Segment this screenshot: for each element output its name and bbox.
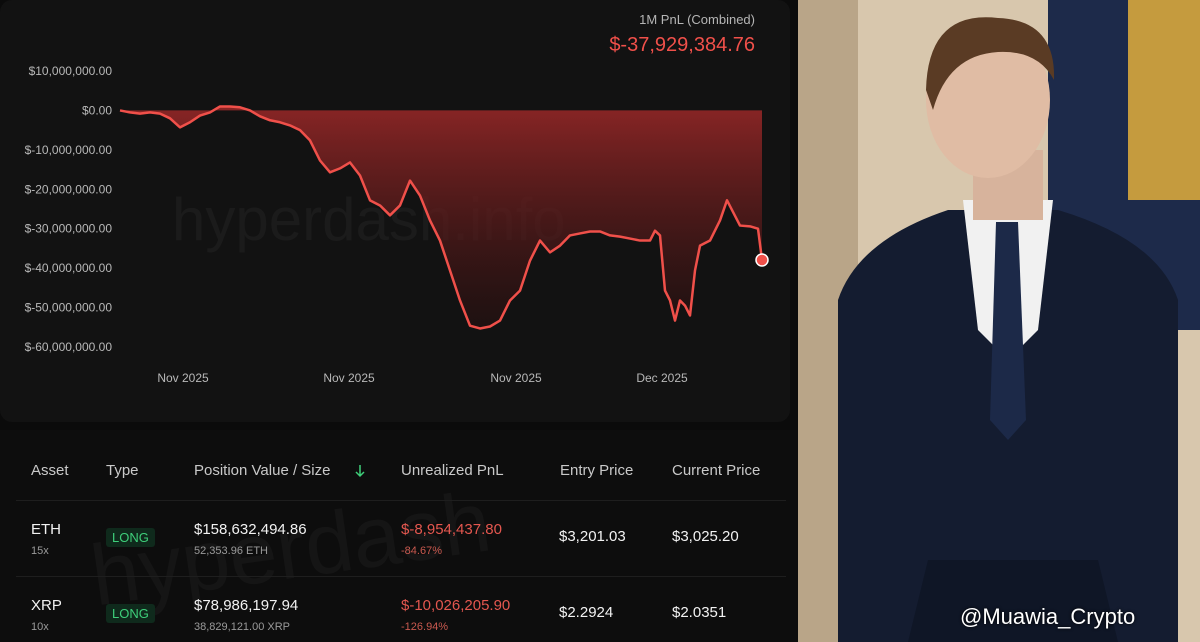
positions-table: hyperdash Asset Type Position Value / Si… <box>0 430 798 642</box>
entry-price: $3,201.03 <box>559 528 626 545</box>
position-value: $78,986,197.94 <box>194 597 299 614</box>
y-tick-label: $-10,000,000.00 <box>25 143 113 157</box>
y-tick-label: $0.00 <box>82 103 112 117</box>
sort-icon[interactable] <box>354 464 366 478</box>
unrealized-pnl-pct: -84.67% <box>401 545 442 557</box>
asset: XRP <box>31 597 62 614</box>
x-tick-label: Dec 2025 <box>636 371 688 385</box>
line <box>119 105 764 330</box>
header: Current Price <box>672 462 761 479</box>
x-tick-label: Nov 2025 <box>323 371 375 385</box>
position-size: 38,829,121.00 XRP <box>194 621 291 633</box>
y-tick-label: $-50,000,000.00 <box>25 301 113 315</box>
y-tick-label: $-40,000,000.00 <box>25 261 113 275</box>
area <box>120 106 762 329</box>
type-badge: LONG <box>106 604 155 623</box>
entry-price: $2.2924 <box>559 604 614 621</box>
table-row: XRP 10x LONG $78,986,197.94 38,829,121.00 XR… <box>16 576 786 642</box>
header[interactable]: Position Value / Size <box>194 462 331 479</box>
header: Asset <box>31 462 69 479</box>
header: Entry Price <box>560 462 634 479</box>
position-value: $158,632,494.86 <box>194 521 307 538</box>
type-badge: LONG <box>106 528 155 547</box>
y-tick-label: $10,000,000.00 <box>29 64 113 78</box>
x-tick-label: Nov 2025 <box>157 371 209 385</box>
unrealized-pnl: $-8,954,437.80 <box>401 521 502 538</box>
unrealized-pnl: $-10,026,205.90 <box>401 597 511 614</box>
position-size: 52,353.96 ETH <box>194 545 268 557</box>
header: Type <box>106 462 139 479</box>
table-row: ETH 15x LONG $158,632,494.86 52,353.96 ETH $-… <box>16 500 786 577</box>
asset: ETH <box>31 521 61 538</box>
y-tick-label: $-60,000,000.00 <box>25 340 113 354</box>
end-point <box>755 253 769 267</box>
caption: @Muawia_Crypto <box>960 604 1136 629</box>
current-price: $3,025.20 <box>672 528 739 545</box>
photo <box>798 0 1200 642</box>
leverage: 15x <box>31 545 49 557</box>
unrealized-pnl-pct: -126.94% <box>401 621 449 633</box>
chart-title: 1M PnL (Combined) <box>639 12 755 27</box>
header: Unrealized PnL <box>401 462 504 479</box>
total-pnl: $-37,929,384.76 <box>609 34 755 56</box>
y-tick-label: $-30,000,000.00 <box>25 222 113 236</box>
leverage: 10x <box>31 621 49 633</box>
chart: hyperdash.info 1M PnL (Combined) $-37,92… <box>0 0 790 422</box>
current-price: $2.0351 <box>672 604 727 621</box>
y-tick-label: $-20,000,000.00 <box>25 182 113 196</box>
x-tick-label: Nov 2025 <box>490 371 542 385</box>
